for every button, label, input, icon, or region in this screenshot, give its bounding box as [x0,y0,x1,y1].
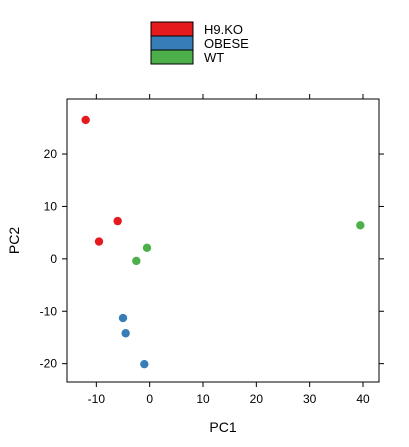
plot-frame [66,98,380,383]
y-tick-label: 0 [50,252,57,266]
x-tick-label: 10 [196,392,210,406]
legend-label: WT [204,50,224,65]
x-tick-label: 20 [250,392,264,406]
legend-label: H9.KO [204,22,243,37]
x-tick-label: -10 [88,392,106,406]
y-tick-label: 20 [44,147,58,161]
legend-swatch [150,35,194,51]
point-h9-ko [113,216,122,226]
point-h9-ko [81,115,90,125]
point-wt [132,256,141,266]
y-tick-label: -10 [40,304,58,318]
y-tick-label: -20 [40,357,58,371]
point-obese [118,313,128,323]
point-wt [356,221,365,230]
axes: -10 0 10 20 30 40 -20 -10 0 10 20 [40,94,384,406]
legend-swatch [150,21,194,37]
x-tick-label: 30 [303,392,317,406]
point-obese [121,329,130,338]
x-tick-label: 40 [356,392,370,406]
data-points [81,115,365,369]
x-axis-title: PC1 [209,419,236,435]
point-wt [142,243,152,253]
y-axis-title: PC2 [6,227,22,254]
x-tick-label: 0 [146,392,153,406]
point-h9-ko [94,237,104,246]
legend-label: OBESE [204,36,249,51]
point-obese [140,359,149,369]
legend-swatch [150,49,194,65]
y-tick-label: 10 [44,199,58,213]
